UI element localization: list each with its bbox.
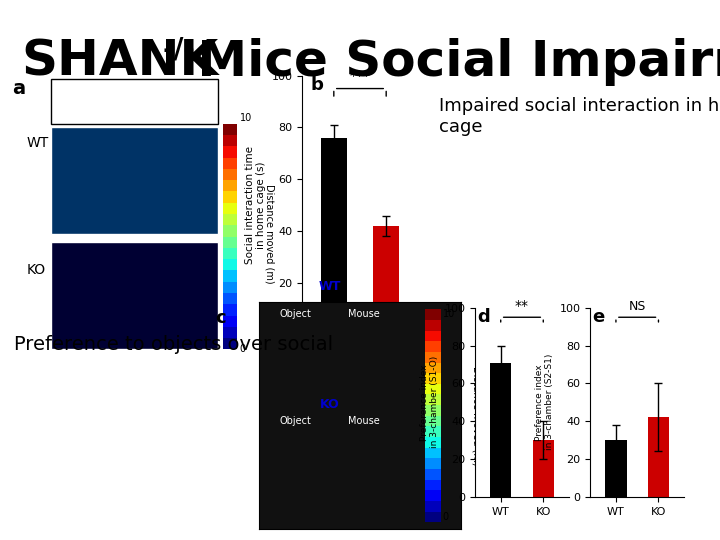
Text: WT: WT	[318, 280, 341, 293]
Bar	[425, 416, 441, 427]
Bar	[222, 338, 238, 349]
Y-axis label: Preference index
in 3-chamber (S2-S1): Preference index in 3-chamber (S2-S1)	[535, 354, 554, 450]
Bar	[425, 320, 441, 330]
Bar	[425, 384, 441, 395]
Bar	[425, 309, 441, 320]
Bar	[222, 315, 238, 327]
Text: 10: 10	[240, 113, 252, 123]
Bar	[222, 191, 238, 202]
Bar	[533, 440, 554, 497]
Bar	[373, 226, 400, 335]
Bar	[222, 202, 238, 214]
Text: Impaired social interaction in home
cage: Impaired social interaction in home cage	[439, 97, 720, 136]
Bar	[425, 501, 441, 512]
Bar	[320, 138, 347, 335]
Text: Mouse: Mouse	[348, 309, 380, 319]
Text: Object: Object	[279, 416, 312, 426]
Text: ***: ***	[349, 69, 371, 83]
Bar	[222, 214, 238, 225]
Bar	[425, 405, 441, 416]
Bar	[222, 146, 238, 158]
Bar	[222, 169, 238, 180]
Bar	[425, 512, 441, 522]
Text: Object: Object	[279, 309, 312, 319]
Text: **: **	[515, 300, 529, 313]
Text: Preference to objects over social: Preference to objects over social	[14, 335, 333, 354]
Bar	[425, 448, 441, 458]
Bar	[425, 437, 441, 448]
Text: d: d	[477, 308, 490, 326]
Bar	[425, 362, 441, 373]
Bar	[425, 490, 441, 501]
Text: NS: NS	[629, 300, 646, 313]
Bar	[648, 417, 669, 497]
Text: WT: WT	[27, 136, 49, 150]
Bar	[222, 327, 238, 338]
Text: e: e	[593, 308, 605, 326]
Bar	[222, 135, 238, 146]
Bar	[606, 440, 626, 497]
Text: Mice Social Impairments: Mice Social Impairments	[180, 38, 720, 86]
Bar	[425, 373, 441, 384]
Bar	[425, 427, 441, 437]
Bar	[222, 158, 238, 169]
Text: SHANK: SHANK	[22, 38, 219, 86]
Bar	[222, 293, 238, 304]
Text: -/-: -/-	[162, 35, 194, 63]
Text: 0: 0	[240, 345, 246, 354]
Text: KO: KO	[320, 399, 340, 411]
Text: 0: 0	[443, 512, 449, 522]
Bar	[222, 259, 238, 271]
Text: Distance moved (m): Distance moved (m)	[472, 366, 482, 465]
Bar	[51, 242, 217, 349]
Text: a: a	[12, 79, 25, 98]
Bar	[222, 225, 238, 237]
Y-axis label: Social interaction time
in home cage (s): Social interaction time in home cage (s)	[245, 146, 266, 264]
Bar	[222, 271, 238, 282]
Y-axis label: Preference index
in 3-chamber (S1-O): Preference index in 3-chamber (S1-O)	[420, 356, 439, 448]
Bar	[51, 126, 217, 233]
Bar	[425, 395, 441, 405]
Bar	[222, 124, 238, 135]
Text: KO: KO	[27, 263, 46, 277]
Bar	[425, 352, 441, 362]
Bar	[51, 79, 217, 124]
Text: Distance moved (m): Distance moved (m)	[264, 184, 274, 284]
Bar	[222, 282, 238, 293]
Bar	[425, 341, 441, 352]
Bar	[222, 304, 238, 315]
Text: c: c	[215, 309, 225, 327]
Bar	[222, 237, 238, 248]
Bar	[425, 469, 441, 480]
Text: Mouse: Mouse	[348, 416, 380, 426]
Bar	[425, 458, 441, 469]
Bar	[222, 180, 238, 191]
Text: b: b	[310, 76, 323, 93]
Bar	[490, 363, 511, 497]
Bar	[425, 480, 441, 490]
Bar	[222, 248, 238, 259]
Text: 10: 10	[443, 309, 455, 319]
Bar	[425, 330, 441, 341]
